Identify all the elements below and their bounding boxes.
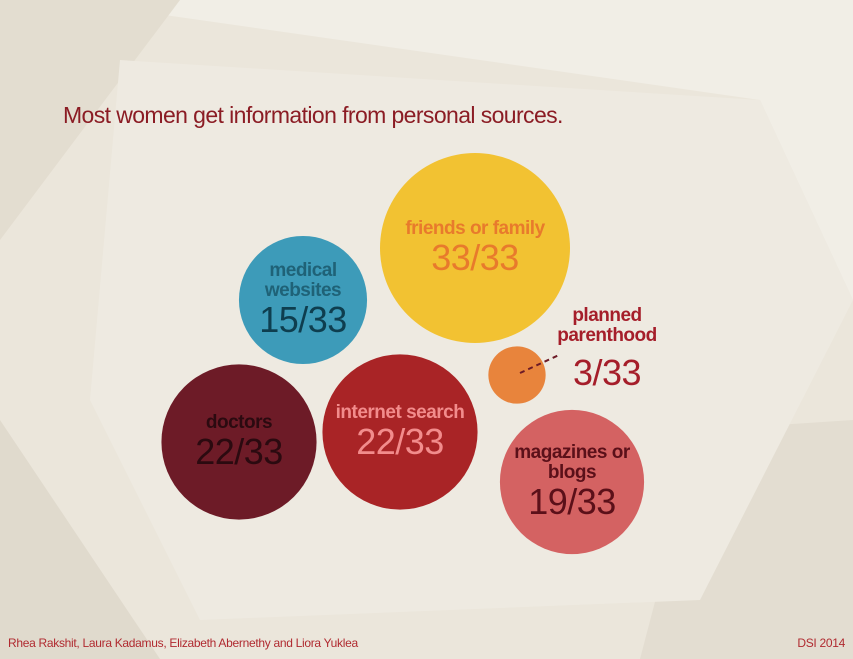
background-shape <box>60 0 853 300</box>
bubble-value: 33/33 <box>431 237 519 278</box>
bubble-label: doctors <box>205 412 273 433</box>
bubble-value: 22/33 <box>356 421 444 462</box>
bubble-value: 15/33 <box>259 299 347 340</box>
bubble-label: medical websites <box>264 260 342 301</box>
background-shape <box>0 420 160 659</box>
bubble-value: 22/33 <box>195 431 283 472</box>
bubble-label: magazines or blogs <box>514 442 630 483</box>
bubble <box>161 364 317 520</box>
bubble-value: 19/33 <box>528 481 616 522</box>
footer-credits: Rhea Rakshit, Laura Kadamus, Elizabeth A… <box>8 636 358 650</box>
bubble <box>238 235 368 365</box>
bubble-label: planned parenthood <box>557 305 657 346</box>
bubble <box>380 153 570 343</box>
bubble-value: 3/33 <box>572 352 642 393</box>
bubble-label: friends or family <box>405 218 545 239</box>
bubble-label: internet search <box>335 402 465 423</box>
bubble <box>499 409 645 555</box>
bubble <box>488 346 546 404</box>
footer-year: DSI 2014 <box>797 636 845 650</box>
background-shape <box>0 0 180 240</box>
leader-line <box>519 354 560 374</box>
chart-title: Most women get information from personal… <box>63 102 563 128</box>
bubble <box>322 354 478 510</box>
